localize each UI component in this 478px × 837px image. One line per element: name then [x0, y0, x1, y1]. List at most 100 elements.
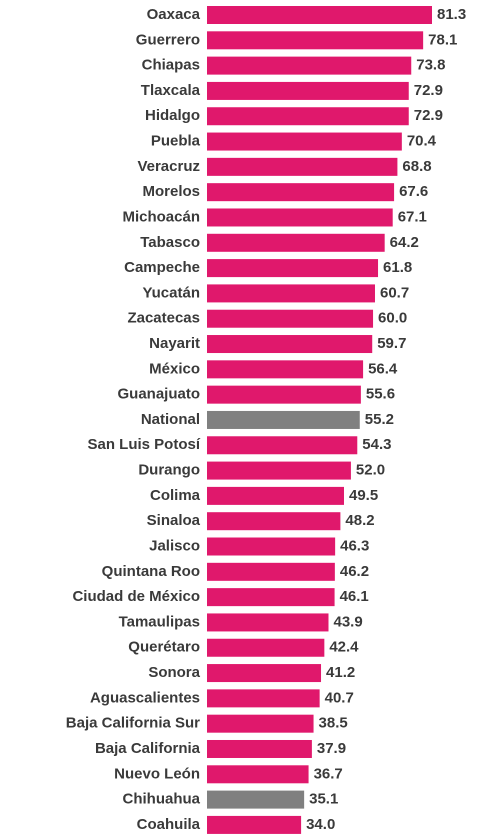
category-label: Oaxaca: [147, 6, 201, 23]
value-label: 52.0: [356, 462, 385, 479]
value-label: 81.3: [437, 6, 466, 23]
value-label: 40.7: [325, 689, 354, 706]
value-label: 46.3: [340, 537, 369, 554]
bar: [207, 183, 395, 202]
value-label: 34.0: [306, 816, 335, 833]
bar: [207, 537, 336, 556]
value-label: 61.8: [383, 259, 412, 276]
category-label: Baja California: [95, 740, 201, 757]
category-label: Colima: [150, 487, 201, 504]
category-label: Baja California Sur: [66, 715, 200, 732]
value-label: 67.1: [398, 208, 427, 225]
value-label: 35.1: [309, 791, 338, 808]
bar: [207, 132, 402, 151]
value-label: 56.4: [368, 360, 398, 377]
bar: [207, 284, 375, 303]
value-label: 55.6: [366, 386, 395, 403]
bar: [207, 6, 432, 24]
category-label: Jalisco: [149, 537, 200, 554]
bar: [207, 765, 309, 784]
bar: [207, 385, 361, 404]
value-label: 73.8: [416, 57, 445, 74]
value-label: 41.2: [326, 664, 355, 681]
bar: [207, 664, 322, 683]
bar: [207, 259, 379, 278]
category-label: Guerrero: [136, 31, 200, 48]
value-label: 37.9: [317, 740, 346, 757]
bar: [207, 56, 412, 75]
bar: [207, 790, 305, 809]
value-label: 67.6: [399, 183, 428, 200]
category-label: Guanajuato: [117, 386, 200, 403]
value-label: 70.4: [407, 133, 437, 150]
category-label: Aguascalientes: [90, 689, 200, 706]
value-label: 54.3: [362, 436, 391, 453]
value-label: 46.2: [340, 563, 369, 580]
bar: [207, 335, 373, 354]
category-label: Coahuila: [137, 816, 201, 833]
category-label: Yucatán: [142, 284, 200, 301]
bar: [207, 208, 393, 227]
bar: [207, 588, 335, 607]
category-label: México: [149, 360, 200, 377]
bar: [207, 31, 424, 50]
category-label: Nayarit: [149, 335, 200, 352]
bar: [207, 689, 320, 708]
category-label: Tabasco: [140, 234, 200, 251]
value-label: 55.2: [365, 411, 394, 428]
category-label: San Luis Potosí: [87, 436, 200, 453]
bar: [207, 360, 364, 379]
category-label: Nuevo León: [114, 765, 200, 782]
bar: [207, 309, 374, 328]
bar: [207, 410, 360, 429]
bar: [207, 714, 314, 733]
bar: [207, 461, 351, 480]
category-label: Zacatecas: [127, 310, 200, 327]
value-label: 64.2: [390, 234, 419, 251]
category-label: Tamaulipas: [119, 613, 200, 630]
value-label: 46.1: [340, 588, 369, 605]
value-label: 38.5: [319, 715, 348, 732]
bar: [207, 157, 398, 176]
category-label: Puebla: [151, 133, 201, 150]
value-label: 72.9: [414, 82, 443, 99]
category-label: Veracruz: [137, 158, 200, 175]
bar: [207, 815, 302, 834]
bar: [207, 436, 358, 455]
category-label: Hidalgo: [145, 107, 200, 124]
bar: [207, 512, 341, 531]
value-label: 78.1: [428, 31, 457, 48]
bar: [207, 107, 409, 126]
bar: [207, 486, 344, 505]
value-label: 59.7: [377, 335, 406, 352]
bar: [207, 739, 312, 758]
category-label: Quintana Roo: [102, 563, 200, 580]
category-label: Durango: [138, 462, 200, 479]
category-label: Sonora: [148, 664, 200, 681]
category-label: Querétaro: [128, 639, 200, 656]
category-label: Chihuahua: [123, 791, 201, 808]
category-label: Ciudad de México: [72, 588, 200, 605]
value-label: 60.7: [380, 284, 409, 301]
bar: [207, 562, 335, 581]
bar: [207, 638, 325, 657]
category-label: Chiapas: [142, 57, 200, 74]
category-label: Tlaxcala: [141, 82, 201, 99]
value-label: 72.9: [414, 107, 443, 124]
value-label: 48.2: [345, 512, 374, 529]
category-label: Sinaloa: [147, 512, 201, 529]
category-label: Campeche: [124, 259, 200, 276]
value-label: 36.7: [314, 765, 343, 782]
value-label: 60.0: [378, 310, 407, 327]
bar: [207, 81, 409, 100]
category-label: Michoacán: [122, 208, 200, 225]
category-label: National: [141, 411, 200, 428]
value-label: 43.9: [333, 613, 362, 630]
bar: [207, 613, 329, 632]
value-label: 68.8: [402, 158, 431, 175]
value-label: 49.5: [349, 487, 378, 504]
category-label: Morelos: [142, 183, 200, 200]
value-label: 42.4: [329, 639, 359, 656]
bar: [207, 233, 385, 252]
